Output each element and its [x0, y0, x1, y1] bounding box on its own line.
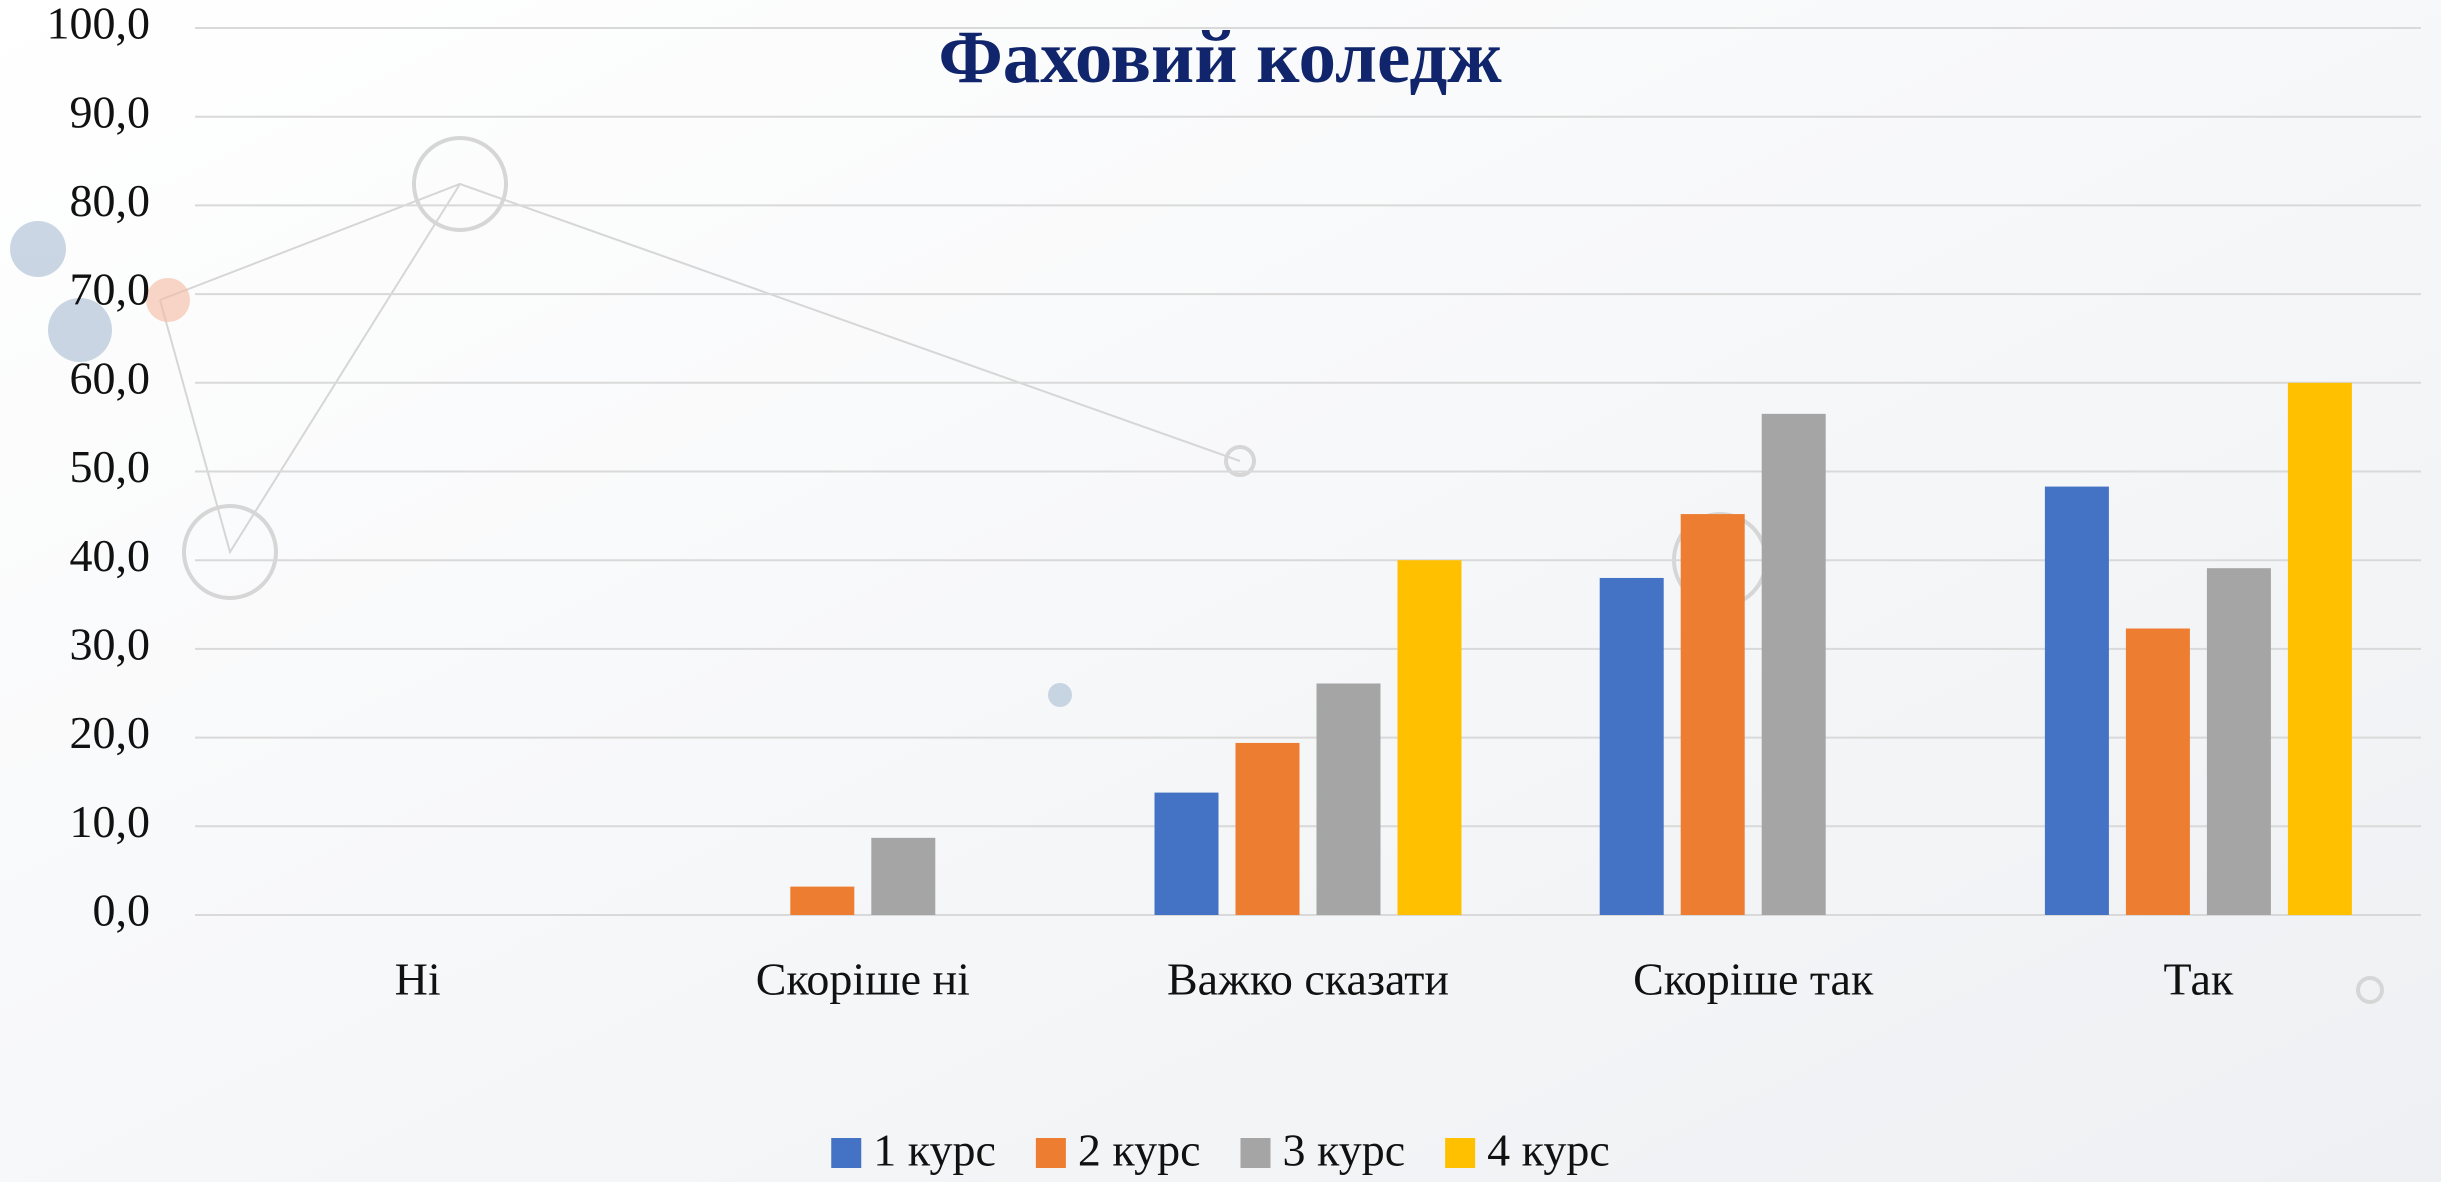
bar [871, 837, 936, 915]
y-tick-label: 90,0 [70, 86, 151, 137]
decoration [159, 136, 2384, 1004]
bar [1761, 413, 1826, 915]
y-tick-label: 80,0 [70, 175, 151, 226]
bar [2044, 486, 2109, 915]
x-tick-label: Ні [395, 954, 441, 1005]
y-tick-label: 30,0 [70, 618, 151, 669]
y-tick-label: 10,0 [70, 796, 151, 847]
legend-label: 2 курс [1078, 1125, 1201, 1176]
y-tick-label: 40,0 [70, 530, 151, 581]
y-tick-label: 50,0 [70, 441, 151, 492]
bar [2125, 628, 2190, 915]
y-tick-label: 60,0 [70, 352, 151, 403]
bar [2287, 382, 2352, 915]
bar [1316, 683, 1381, 915]
y-tick-label: 0,0 [93, 885, 151, 936]
bar [790, 886, 855, 915]
decoration-dots [10, 221, 1072, 707]
chart-title: Фаховий коледж [938, 16, 1502, 99]
legend-swatch [1035, 1138, 1066, 1168]
y-tick-label: 100,0 [47, 0, 151, 49]
legend-swatch [1445, 1138, 1476, 1168]
bar [1599, 577, 1664, 915]
x-tick-label: Так [2164, 954, 2234, 1005]
legend-label: 4 курс [1487, 1125, 1610, 1176]
legend-label: 3 курс [1283, 1125, 1406, 1176]
x-tick-label: Скоріше ні [756, 954, 970, 1005]
bar [1235, 742, 1300, 915]
bar [1154, 792, 1219, 915]
x-tick-label: Скоріше так [1633, 954, 1874, 1005]
bar [1397, 560, 1462, 915]
legend-swatch [831, 1138, 862, 1168]
y-tick-label: 70,0 [70, 264, 151, 315]
legend-label: 1 курс [873, 1125, 996, 1176]
x-tick-label: Важко сказати [1167, 954, 1449, 1005]
bar [2206, 568, 2271, 915]
bar [1680, 514, 1745, 915]
legend-swatch [1240, 1138, 1271, 1168]
y-tick-label: 20,0 [70, 707, 151, 758]
